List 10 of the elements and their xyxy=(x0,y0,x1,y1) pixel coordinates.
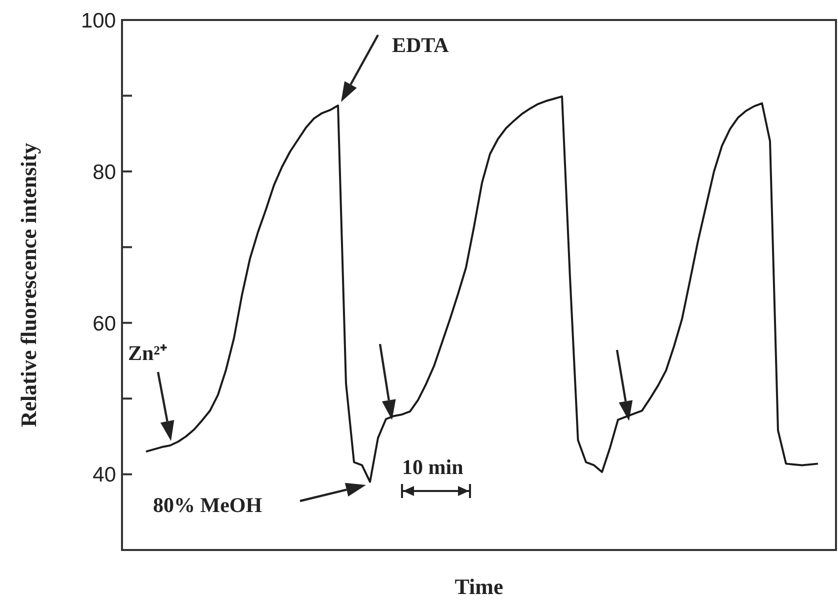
y-tick-label: 100 xyxy=(80,9,116,32)
x-axis-title: Time xyxy=(454,574,504,599)
annotation: Zn²⁺ xyxy=(128,341,167,365)
annotation: EDTA xyxy=(392,33,450,57)
y-tick-label: 60 xyxy=(92,312,116,336)
y-tick-label: 80 xyxy=(92,160,116,184)
y-axis-title: Relative fluorescence intensity xyxy=(16,142,41,428)
annotation: 10 min xyxy=(402,455,464,479)
annotation: 80% MeOH xyxy=(153,493,262,517)
y-tick-label: 40 xyxy=(92,464,116,487)
